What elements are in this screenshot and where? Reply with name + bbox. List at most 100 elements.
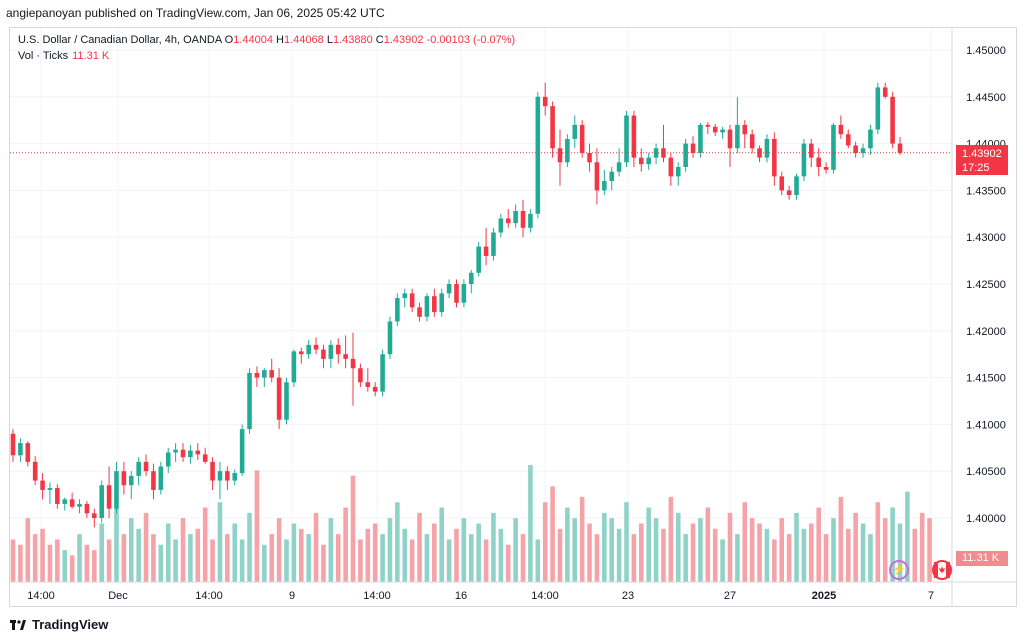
candle-body [594, 162, 600, 191]
candle [587, 143, 592, 172]
volume-bar [195, 528, 201, 582]
candle-body [143, 461, 149, 472]
low-label: L [326, 34, 333, 46]
published-caption: angiepanoyan published on TradingView.co… [6, 6, 385, 20]
volume-badge: 11.31 K [956, 551, 1008, 566]
candle-body [69, 499, 75, 507]
candle [395, 293, 400, 327]
volume-bar [809, 523, 814, 582]
candle [284, 377, 289, 425]
volume-bar [520, 534, 526, 582]
volume-bar [69, 555, 75, 582]
candle [624, 110, 629, 167]
candle-body [306, 344, 311, 355]
volume-bar [55, 539, 60, 582]
candle [454, 279, 459, 308]
candle [40, 473, 45, 500]
candle [631, 110, 637, 167]
volume-bar [372, 523, 378, 582]
candle-body [188, 450, 193, 458]
volume-bar [239, 539, 245, 582]
candle-body [417, 307, 422, 317]
time-tick-label: 14:00 [27, 590, 55, 602]
candle [757, 145, 762, 163]
candle [18, 438, 23, 462]
candle-body [587, 152, 592, 163]
candle-body [25, 443, 31, 462]
candle [594, 148, 600, 205]
candle-body [668, 157, 674, 177]
volume-bar [217, 502, 223, 582]
candle-body [557, 148, 563, 163]
volume-bar [690, 523, 696, 582]
candle-body [10, 433, 16, 456]
candle-body [742, 124, 748, 135]
candle [779, 171, 785, 196]
volume-bar [668, 496, 674, 582]
candle [491, 227, 496, 261]
volume-bar [335, 534, 341, 582]
volume-bar [291, 523, 297, 582]
candle-body [32, 461, 38, 481]
candle-body [579, 124, 585, 153]
candle-body [853, 145, 858, 153]
volume-bar [712, 528, 718, 582]
candle [306, 340, 311, 359]
volume-bar [749, 518, 755, 582]
candle-body [845, 134, 851, 146]
chart-frame[interactable] [9, 27, 1017, 607]
candle-body [18, 443, 23, 456]
volume-bar [786, 534, 792, 582]
candle [151, 463, 156, 500]
candle [188, 444, 193, 464]
volume-bar [225, 534, 230, 582]
candle [513, 204, 518, 228]
candle-body [801, 143, 807, 177]
volume-bar [535, 539, 541, 582]
candle-body [476, 246, 481, 273]
volume-bar [262, 544, 267, 582]
candle [683, 138, 688, 172]
candle [609, 167, 615, 191]
volume-bar [624, 502, 629, 582]
volume-bar [890, 507, 895, 582]
volume-bar [247, 512, 252, 582]
volume-bar [454, 528, 459, 582]
candle [343, 335, 348, 369]
volume-bar [742, 502, 748, 582]
candle-body [254, 372, 260, 378]
volume-bar [395, 502, 400, 582]
volume-bar [602, 512, 607, 582]
volume-bar [882, 518, 888, 582]
candle [868, 124, 873, 155]
candle-body [602, 181, 607, 191]
candle [180, 443, 186, 462]
candle-body [616, 162, 622, 172]
volume-bar [380, 534, 385, 582]
canada-flag-icon[interactable] [932, 560, 952, 580]
lightning-icon[interactable]: ⚡ [889, 560, 909, 580]
volume-bar [77, 534, 82, 582]
candle [254, 366, 260, 387]
candle [372, 382, 378, 397]
tradingview-footer[interactable]: TradingView [10, 617, 108, 632]
candle [764, 134, 770, 163]
volume-bar [757, 523, 762, 582]
candle-body [439, 293, 445, 313]
candle-body [565, 138, 570, 163]
candle [639, 148, 644, 172]
candle [535, 92, 541, 219]
candle [446, 279, 452, 299]
candle-body [99, 485, 104, 518]
volume-bar [128, 518, 134, 582]
candle-body [165, 452, 171, 467]
candle-body [698, 124, 703, 153]
candle [143, 454, 149, 476]
candle-body [875, 87, 881, 130]
volume-bar [683, 534, 688, 582]
time-tick-label: 14:00 [363, 590, 391, 602]
candle [432, 288, 437, 317]
candle-body [313, 344, 319, 350]
time-tick-label: 14:00 [531, 590, 559, 602]
